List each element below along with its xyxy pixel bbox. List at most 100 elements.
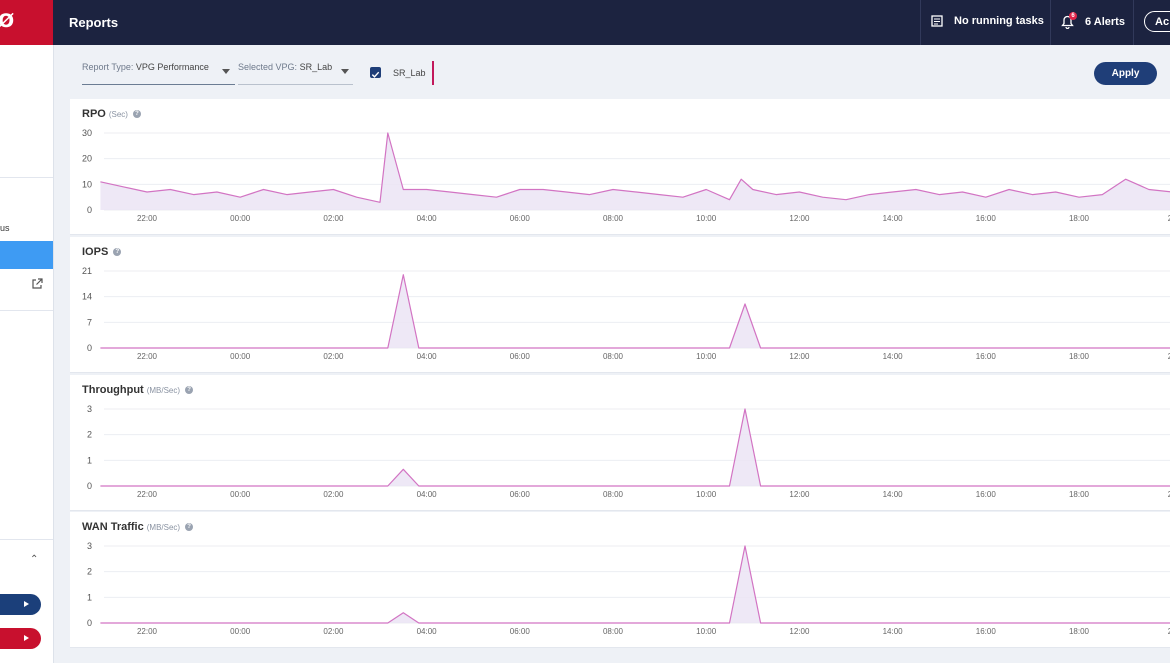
vpg-checkbox[interactable] <box>370 67 381 78</box>
running-tasks-button[interactable]: No running tasks <box>931 15 1044 27</box>
sidebar-item-status-label[interactable]: us <box>0 223 10 233</box>
chart-title: IOPS ? <box>82 246 122 258</box>
x-tick-label: 12:00 <box>789 352 810 361</box>
y-tick-label: 21 <box>82 266 92 276</box>
x-tick-label: 16:00 <box>976 627 997 636</box>
x-tick-label: 20 <box>1168 214 1170 223</box>
wan-traffic-chart: 3 2 1 0 22:00 00:00 02:00 04:00 06:00 08:00 10:00 1… <box>87 541 1170 636</box>
series-line <box>100 274 1170 349</box>
check-icon <box>371 71 380 78</box>
help-icon[interactable]: ? <box>185 386 194 394</box>
left-sidebar: Ø us ⌃ <box>0 0 54 663</box>
chart-title-text: RPO <box>82 108 106 120</box>
x-tick-label: 12:00 <box>789 214 810 223</box>
x-tick-label: 02:00 <box>323 214 344 223</box>
chart-title: RPO (Sec) ? <box>82 108 141 120</box>
y-tick-label: 0 <box>87 343 92 353</box>
header-divider <box>1133 0 1134 45</box>
y-tick-label: 10 <box>82 179 92 189</box>
alerts-badge: 6 <box>1069 12 1077 20</box>
x-tick-label: 16:00 <box>976 214 997 223</box>
y-tick-label: 30 <box>82 128 92 138</box>
page-title: Reports <box>69 15 119 30</box>
chart-panel-wan-traffic: WAN Traffic (MB/Sec) ? 3 2 1 0 22:00 00:00 02:… <box>70 512 1170 648</box>
x-tick-label: 22:00 <box>137 627 158 636</box>
y-tick-label: 20 <box>82 154 92 164</box>
x-tick-label: 20 <box>1168 352 1170 361</box>
x-tick-label: 14:00 <box>883 490 904 499</box>
brand-logo[interactable]: Ø <box>0 0 53 45</box>
report-type-label: Report Type: <box>82 62 134 72</box>
x-tick-label: 16:00 <box>976 352 997 361</box>
sidebar-item-reports-active[interactable] <box>0 241 53 269</box>
y-tick-label: 0 <box>87 205 92 215</box>
top-header: Reports No running tasks 6 6 Alerts Ac <box>53 0 1170 45</box>
chevron-up-icon[interactable]: ⌃ <box>30 554 39 565</box>
help-icon[interactable]: ? <box>185 523 194 531</box>
report-type-select[interactable]: Report Type: VPG Performance <box>82 62 235 85</box>
x-tick-label: 06:00 <box>510 490 531 499</box>
x-tick-label: 22:00 <box>137 214 158 223</box>
x-tick-label: 04:00 <box>417 214 438 223</box>
external-link-icon[interactable] <box>31 278 43 290</box>
x-tick-label: 12:00 <box>789 490 810 499</box>
y-tick-label: 0 <box>87 618 92 628</box>
series-area <box>100 133 1170 210</box>
x-tick-label: 18:00 <box>1069 627 1090 636</box>
x-tick-label: 14:00 <box>883 627 904 636</box>
help-icon[interactable]: ? <box>113 248 122 256</box>
y-tick-label: 1 <box>87 592 92 602</box>
chart-title-text: WAN Traffic <box>82 521 144 533</box>
bell-icon: 6 <box>1061 12 1077 30</box>
y-tick-label: 7 <box>87 317 92 327</box>
chart-title: WAN Traffic (MB/Sec) ? <box>82 521 194 533</box>
vpg-select[interactable]: Selected VPG: SR_Lab <box>238 62 353 85</box>
account-button[interactable]: Ac <box>1144 11 1170 32</box>
x-tick-label: 14:00 <box>883 214 904 223</box>
x-tick-label: 04:00 <box>417 352 438 361</box>
y-tick-label: 1 <box>87 455 92 465</box>
chart-title-text: IOPS <box>82 246 109 258</box>
y-tick-label: 14 <box>82 292 92 302</box>
series-area <box>100 409 1170 486</box>
chart-unit: (MB/Sec) <box>146 522 181 532</box>
y-tick-label: 3 <box>87 404 92 414</box>
sidebar-divider <box>0 177 53 178</box>
series-line <box>100 408 1170 487</box>
x-tick-label: 08:00 <box>603 490 624 499</box>
sidebar-action-button-blue[interactable] <box>0 594 41 615</box>
x-tick-label: 02:00 <box>323 490 344 499</box>
play-icon <box>24 601 29 607</box>
x-tick-label: 16:00 <box>976 490 997 499</box>
rpo-chart: 30 20 10 0 22:00 00:00 02:00 04:00 06:00 08:00 10:… <box>82 128 1170 223</box>
chart-unit: (Sec) <box>108 109 128 119</box>
x-tick-label: 12:00 <box>789 627 810 636</box>
x-tick-label: 02:00 <box>323 352 344 361</box>
vpg-checkbox-label[interactable]: SR_Lab <box>393 68 426 78</box>
sidebar-divider <box>0 539 53 540</box>
chart-panel-throughput: Throughput (MB/Sec) ? 3 2 1 0 22:00 00:00 02:0… <box>70 375 1170 511</box>
dropdown-arrow-icon <box>222 69 230 74</box>
chart-title-text: Throughput <box>82 384 144 396</box>
vpg-label: Selected VPG: <box>238 62 298 72</box>
help-icon[interactable]: ? <box>132 110 141 118</box>
alerts-button[interactable]: 6 6 Alerts <box>1061 12 1125 30</box>
tasks-icon <box>931 15 943 27</box>
header-divider <box>1050 0 1051 45</box>
sidebar-action-button-red[interactable] <box>0 628 41 649</box>
x-tick-label: 18:00 <box>1069 352 1090 361</box>
x-tick-label: 22:00 <box>137 352 158 361</box>
x-tick-label: 10:00 <box>696 490 717 499</box>
series-area <box>100 546 1170 623</box>
chart-panel-iops: IOPS ? 21 14 7 0 22:00 00:00 02:00 04:00 06:00 08… <box>70 237 1170 373</box>
x-tick-label: 08:00 <box>603 214 624 223</box>
logo-glyph: Ø <box>0 10 15 32</box>
x-tick-label: 00:00 <box>230 214 251 223</box>
apply-button[interactable]: Apply <box>1094 62 1157 85</box>
x-tick-label: 18:00 <box>1069 490 1090 499</box>
series-color-indicator <box>432 61 434 85</box>
chart-title: Throughput (MB/Sec) ? <box>82 384 194 396</box>
alerts-label: 6 Alerts <box>1085 16 1125 28</box>
y-tick-label: 3 <box>87 541 92 551</box>
x-tick-label: 10:00 <box>696 352 717 361</box>
